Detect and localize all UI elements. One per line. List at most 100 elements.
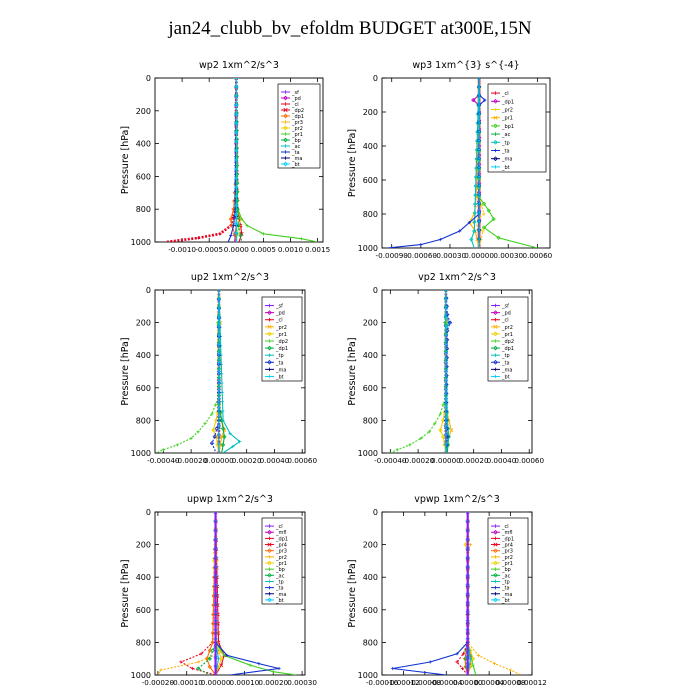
y-tick-label: 200 bbox=[363, 319, 378, 328]
x-tick-label: 0.00020 bbox=[232, 456, 262, 465]
series-line-ta bbox=[392, 512, 469, 675]
legend-item: _pr1 bbox=[265, 331, 287, 338]
legend-label: _mfl bbox=[275, 530, 287, 536]
legend-label: _ma bbox=[501, 367, 512, 373]
legend-item: _cl bbox=[265, 318, 283, 324]
y-tick-label: 600 bbox=[136, 384, 151, 393]
legend-item: _tp bbox=[491, 353, 510, 359]
legend-label: _pr2 bbox=[291, 126, 303, 132]
legend: _sf_pd_cl_pr2_pr1_dp2_dp1_tp_ta_ma_bt bbox=[261, 296, 303, 382]
legend-item: _dp1 bbox=[265, 345, 288, 352]
legend-item: _dp2 bbox=[491, 339, 514, 345]
y-tick-label: 200 bbox=[136, 319, 151, 328]
legend-item: _pd bbox=[491, 310, 511, 317]
legend-item: _bp bbox=[265, 567, 285, 573]
legend-item: _dp1 bbox=[265, 536, 288, 542]
legend-item: _pr2 bbox=[265, 555, 287, 561]
legend-label: _pr1 bbox=[501, 332, 513, 338]
legend-label: _ta bbox=[501, 586, 510, 592]
series-line-dp1 bbox=[179, 512, 217, 675]
x-tick-label: 0.00020 bbox=[258, 678, 288, 687]
legend-label: _bt bbox=[275, 598, 284, 604]
series-line-cl bbox=[165, 78, 238, 242]
legend-item: _ta bbox=[491, 586, 510, 592]
legend-item: _pr4 bbox=[491, 542, 513, 549]
legend-label: _pr4 bbox=[275, 543, 287, 549]
x-tick-label: 0.00060 bbox=[287, 456, 317, 465]
legend-item: _tp bbox=[265, 579, 284, 585]
legend-label: _mfl bbox=[501, 530, 513, 536]
x-tick-label: 0.0010 bbox=[278, 245, 304, 254]
legend-item: _sf bbox=[281, 90, 299, 96]
legend-item: _sf bbox=[491, 304, 509, 310]
legend-label: _pr2 bbox=[275, 555, 287, 561]
panel-title: wp2 1xm^2/s^3 bbox=[199, 60, 279, 71]
y-axis-label: Pressure [hPa] bbox=[120, 126, 131, 194]
y-tick-label: 1000 bbox=[358, 244, 378, 253]
legend-label: _ma bbox=[291, 156, 302, 162]
series-markers-ta bbox=[391, 512, 470, 671]
legend: _sf_pd_cl_dp2_dp1_pr3_pr2_pr1_bp_ac_ta_m… bbox=[277, 83, 321, 169]
legend-label: _pd bbox=[275, 311, 285, 317]
panel-title: wp3 1xm^{3} s^{-4} bbox=[412, 60, 519, 71]
x-tick-label: 0.00012 bbox=[517, 678, 547, 687]
y-tick-label: 800 bbox=[136, 638, 151, 647]
legend-label: _pr1 bbox=[275, 332, 287, 338]
legend-item: _bt bbox=[491, 165, 510, 171]
series-line-ta bbox=[445, 290, 451, 453]
legend-label: _pr1 bbox=[501, 561, 513, 567]
x-tick-label: 0.00000 bbox=[464, 251, 494, 260]
legend-item: _bt bbox=[491, 374, 510, 380]
legend-label: _dp2 bbox=[275, 339, 288, 345]
y-tick-label: 200 bbox=[136, 107, 151, 116]
y-tick-label: 1000 bbox=[358, 671, 378, 680]
y-tick-label: 600 bbox=[136, 606, 151, 615]
series-markers-dp2 bbox=[161, 290, 221, 452]
legend-label: _bp bbox=[291, 138, 301, 144]
series-markers-bt bbox=[234, 78, 239, 236]
legend-item: _bt bbox=[265, 597, 284, 604]
x-tick-label: 0.00020 bbox=[459, 456, 489, 465]
x-tick-label: 0.0000 bbox=[224, 245, 250, 254]
legend-label: _pr2 bbox=[501, 108, 513, 114]
legend-item: _pr2 bbox=[491, 555, 513, 561]
legend-item: _mfl bbox=[265, 529, 287, 536]
panel-title: vp2 1xm^2/s^3 bbox=[418, 272, 496, 283]
legend-item: _cl bbox=[281, 102, 299, 108]
y-tick-label: 800 bbox=[136, 416, 151, 425]
x-tick-label: -0.0010 bbox=[168, 245, 196, 254]
legend-item: _bp bbox=[281, 137, 301, 144]
legend-item: _ac bbox=[491, 572, 511, 579]
legend-item: _mfl bbox=[491, 529, 513, 536]
panel-title: vpwp 1xm^2/s^3 bbox=[414, 494, 500, 505]
legend-item: _pd bbox=[281, 95, 301, 102]
legend-label: _bp bbox=[501, 567, 511, 573]
y-axis-label: Pressure [hPa] bbox=[347, 559, 358, 627]
x-tick-label: 0.0015 bbox=[305, 245, 330, 254]
x-tick-label: 0.00000 bbox=[431, 456, 461, 465]
legend-item: _pr2 bbox=[491, 324, 513, 331]
legend-item: _pr3 bbox=[265, 548, 287, 555]
plot-frame bbox=[381, 77, 551, 249]
y-axis-label: Pressure [hPa] bbox=[120, 559, 131, 627]
series-line-dp2 bbox=[156, 290, 220, 453]
panel-title: upwp 1xm^2/s^3 bbox=[187, 494, 273, 505]
legend-item: _tp bbox=[265, 353, 284, 359]
legend-label: _ta bbox=[501, 149, 510, 155]
legend-label: _pr2 bbox=[501, 555, 513, 561]
series-markers-bt bbox=[444, 290, 448, 446]
legend-item: _bt bbox=[281, 161, 300, 168]
panel-title: up2 1xm^2/s^3 bbox=[191, 272, 269, 283]
series-line-pr1 bbox=[468, 78, 480, 248]
legend-label: _ta bbox=[291, 150, 300, 156]
legend-label: _ac bbox=[501, 573, 511, 579]
legend-item: _ma bbox=[491, 156, 512, 163]
x-tick-label: 0.00040 bbox=[487, 456, 517, 465]
y-tick-label: 400 bbox=[363, 573, 378, 582]
x-tick-label: -0.00008 bbox=[409, 678, 442, 687]
legend-label: _pr1 bbox=[291, 132, 303, 138]
x-tick-label: 0.00060 bbox=[523, 251, 553, 260]
chart-panel-3: up2 1xm^2/s^3 Pressure [hPa] 0 200 400 600 800… bbox=[120, 272, 318, 465]
chart-panel-6: vpwp 1xm^2/s^3 Pressure [hPa] 0 200 400 600 80… bbox=[347, 494, 547, 687]
